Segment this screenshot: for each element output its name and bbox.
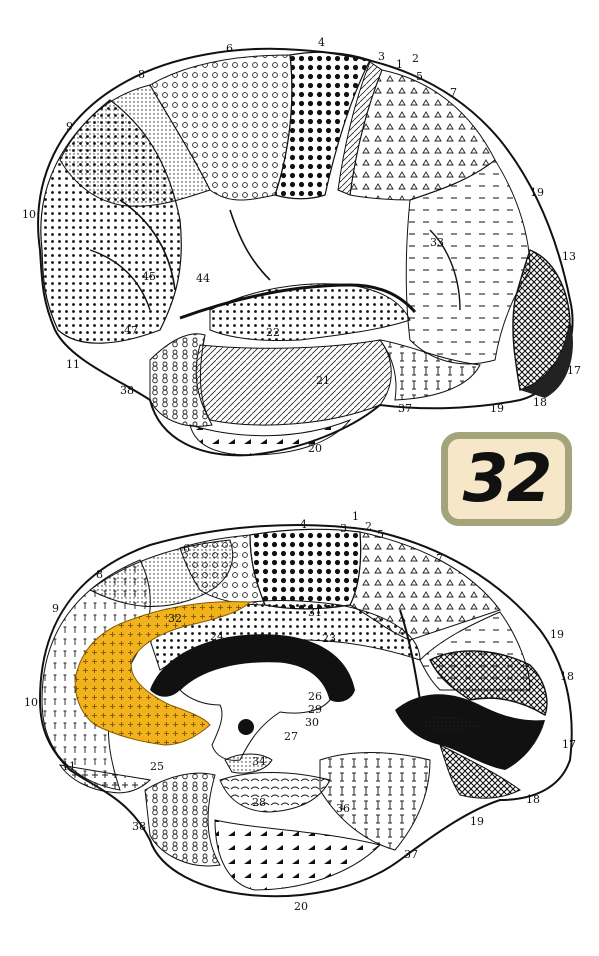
medial-label-4: 4 [300,518,307,531]
medial-label-18: 18 [560,670,574,683]
lateral-label-6: 6 [226,42,233,55]
medial-label-5: 5 [377,528,384,541]
medial-label-1: 1 [352,510,359,523]
lateral-label-21: 21 [316,374,330,387]
lateral-label-1: 1 [396,58,403,71]
medial-label-37: 37 [404,848,418,861]
lateral-label-13: 13 [562,250,576,263]
lateral-label-11: 11 [66,358,80,371]
lateral-label-19b: 19 [490,402,504,415]
lateral-label-4: 4 [318,36,325,49]
medial-label-3: 3 [340,522,347,535]
medial-label-18b: 18 [526,793,540,806]
medial-label-19: 19 [550,628,564,641]
lateral-label-20: 20 [308,442,322,455]
lateral-label-37: 37 [398,402,412,415]
medial-label-31: 31 [308,606,322,619]
medial-label-38: 38 [132,820,146,833]
lateral-label-19: 19 [530,186,544,199]
medial-label-34: 34 [252,755,266,768]
lateral-label-5: 5 [416,70,423,83]
medial-label-17: 17 [562,738,576,751]
lateral-label-18: 18 [533,396,547,409]
lateral-label-38: 38 [120,384,134,397]
lateral-label-8: 8 [138,68,145,81]
medial-label-23: 23 [322,632,336,645]
lateral-label-2: 2 [412,52,419,65]
lateral-label-47: 47 [124,324,138,337]
lateral-label-22: 22 [266,326,280,339]
lateral-label-7: 7 [450,86,457,99]
lateral-brain-view [38,49,573,456]
medial-label-9: 9 [52,602,59,615]
medial-label-19b: 19 [470,815,484,828]
lateral-label-17: 17 [567,364,581,377]
medial-label-25: 25 [150,760,164,773]
medial-label-30: 30 [305,716,319,729]
medial-label-26: 26 [308,690,322,703]
lateral-label-10: 10 [22,208,36,221]
lateral-label-3: 3 [378,50,385,63]
medial-label-32: 32 [168,612,182,625]
lateral-label-44: 44 [196,272,210,285]
medial-label-2: 2 [365,520,372,533]
medial-label-36: 36 [336,802,350,815]
medial-label-28: 28 [252,796,266,809]
medial-label-24: 24 [210,630,224,643]
medial-label-27: 27 [284,730,298,743]
medial-label-8: 8 [96,568,103,581]
medial-label-7: 7 [436,552,443,565]
medial-brain-view [40,525,572,896]
area-number-badge: 32 [441,432,572,526]
medial-label-10: 10 [24,696,38,709]
lateral-label-45: 45 [142,270,156,283]
medial-label-33: 33 [170,660,184,673]
medial-label-20: 20 [294,900,308,913]
medial-label-11: 11 [62,760,76,773]
area-number: 32 [463,446,551,512]
medial-label-6: 6 [183,542,190,555]
lateral-label-9: 9 [66,120,73,133]
medial-label-29: 29 [308,703,322,716]
lateral-label-33: 33 [430,236,444,249]
